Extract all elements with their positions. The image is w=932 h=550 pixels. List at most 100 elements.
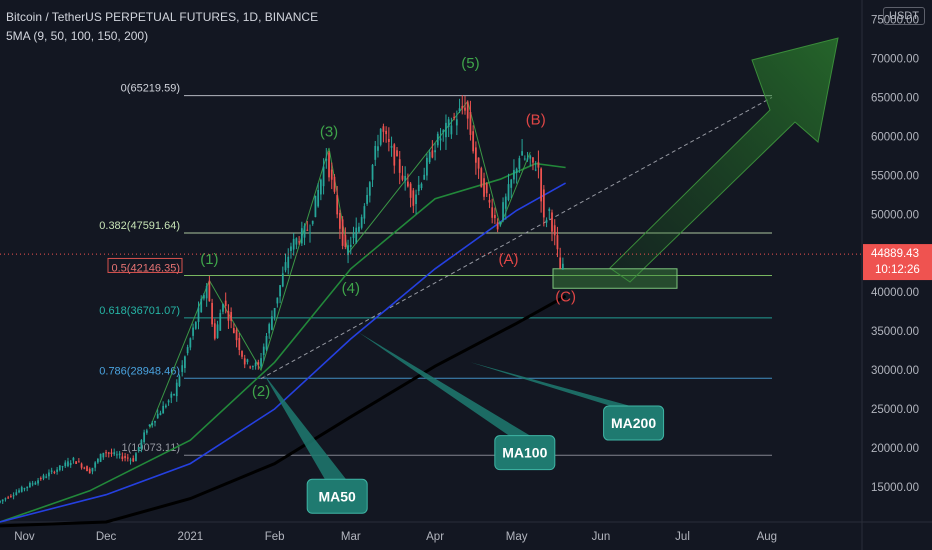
candle-body	[88, 468, 91, 474]
candle-body	[200, 298, 203, 313]
candle-body	[322, 166, 325, 187]
candle-body	[496, 222, 499, 230]
candle-body	[455, 119, 458, 126]
candle-body	[219, 313, 222, 331]
currency-button[interactable]: USDT	[883, 7, 925, 25]
candle-body	[515, 168, 518, 174]
candle-body	[110, 452, 113, 455]
candle-body	[254, 362, 257, 367]
candle-body	[548, 208, 551, 212]
candle-body	[72, 457, 75, 461]
candle-body	[61, 466, 64, 468]
y-tick-label: 40000.00	[871, 287, 919, 299]
x-tick-label: Aug	[757, 531, 777, 543]
candle-body	[303, 225, 306, 238]
callout-pointer	[470, 362, 646, 411]
candle-body	[309, 232, 311, 234]
candle-body	[145, 430, 148, 433]
callout-box	[603, 405, 665, 441]
candle-body	[379, 128, 382, 145]
candle-body	[121, 456, 124, 460]
candle-body	[75, 461, 78, 464]
y-tick-label: 60000.00	[871, 131, 919, 143]
candle-body	[537, 162, 540, 168]
candle-body	[507, 184, 510, 200]
candle-body	[371, 164, 374, 180]
symbol-title[interactable]: Bitcoin / TetherUS PERPETUAL FUTURES, 1D…	[6, 10, 319, 24]
candle-body	[213, 323, 216, 339]
candle-body	[428, 152, 431, 163]
candle-body	[341, 219, 344, 246]
indicator-legend[interactable]: 5MA (9, 50, 100, 150, 200)	[6, 29, 149, 43]
candle-body	[45, 476, 48, 478]
candle-body	[553, 225, 556, 236]
candle-body	[23, 488, 26, 490]
candle-body	[439, 138, 442, 141]
candle-body	[436, 133, 439, 146]
candle-body	[355, 227, 358, 243]
current-price-tag	[863, 244, 932, 281]
candle-body	[56, 469, 58, 472]
candle-body	[159, 412, 162, 416]
candle-body	[469, 111, 472, 135]
candle-body	[102, 452, 105, 458]
candle-body	[252, 366, 254, 368]
wave-label: (B)	[526, 112, 546, 129]
wave-label: (3)	[320, 123, 338, 140]
y-tick-label: 35000.00	[871, 326, 919, 338]
candle-body	[396, 150, 398, 157]
candle-body	[458, 108, 461, 112]
candle-body	[330, 169, 333, 180]
candle-body	[281, 273, 284, 287]
candle-body	[184, 356, 186, 369]
candle-body	[189, 338, 192, 348]
candle-body	[534, 169, 537, 171]
candle-body	[20, 487, 23, 492]
candle-body	[77, 461, 80, 463]
candle-body	[107, 452, 110, 454]
candle-body	[298, 241, 301, 243]
x-tick-label: Jul	[675, 531, 690, 543]
candle-body	[105, 452, 107, 454]
wave-label: (A)	[498, 251, 518, 268]
candle-body	[526, 158, 529, 160]
wave-label: (4)	[342, 280, 360, 297]
wave-label: (2)	[252, 383, 270, 400]
candle-body	[542, 189, 545, 218]
candle-body	[58, 465, 61, 471]
y-tick-label: 30000.00	[871, 365, 919, 377]
candle-body	[0, 500, 1, 503]
candle-body	[374, 145, 377, 160]
candle-body	[167, 400, 170, 403]
y-tick-label: 15000.00	[871, 482, 919, 494]
candle-body	[18, 490, 20, 493]
candle-body	[230, 312, 233, 321]
candle-body	[211, 302, 213, 325]
candle-body	[412, 190, 415, 206]
candle-body	[529, 155, 532, 159]
candle-body	[124, 456, 126, 459]
candle-body	[232, 328, 235, 333]
candle-body	[363, 206, 366, 219]
candle-body	[540, 168, 543, 202]
candle-body	[339, 213, 341, 229]
candle-body	[243, 358, 246, 365]
candle-body	[434, 150, 436, 153]
candle-body	[69, 462, 72, 466]
candle-body	[273, 307, 276, 317]
candle-body	[284, 262, 287, 271]
candle-body	[483, 178, 485, 197]
current-price-value: 44889.43	[871, 248, 919, 260]
candle-body	[317, 189, 320, 207]
candle-body	[186, 347, 189, 354]
fib-level-label: 1(19073.11)	[121, 442, 180, 454]
candle-body	[409, 183, 412, 198]
candle-body	[306, 229, 309, 231]
candle-body	[510, 179, 513, 188]
candle-body	[235, 329, 238, 341]
candle-body	[390, 145, 393, 148]
candle-body	[197, 307, 200, 322]
projection-arrow	[609, 37, 839, 283]
